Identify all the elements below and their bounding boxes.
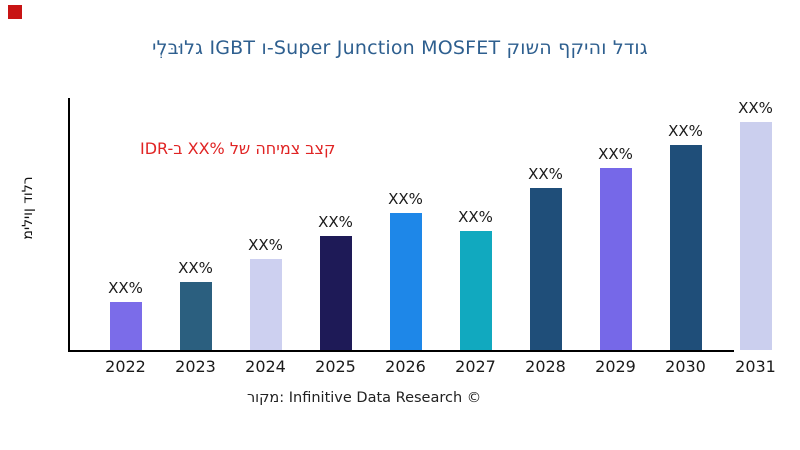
x-tick-label-2027: 2027 (455, 357, 496, 376)
x-tick-label-2030: 2030 (665, 357, 706, 376)
bar-2022 (109, 302, 142, 350)
x-tick-label-2023: 2023 (175, 357, 216, 376)
bar-2029 (599, 168, 632, 350)
bar-value-label-2030: XX% (668, 122, 703, 140)
growth-rate-annotation: IDR-ב XX% לש החימצ בצק (140, 139, 336, 158)
bar-value-label-2031: XX% (738, 99, 773, 117)
bar-value-label-2027: XX% (458, 208, 493, 226)
bar-value-label-2022: XX% (108, 279, 143, 297)
x-tick-label-2022: 2022 (105, 357, 146, 376)
bar-2028 (529, 188, 562, 350)
bar-2027 (459, 231, 492, 350)
bar-2023 (179, 282, 212, 350)
bar-value-label-2023: XX% (178, 259, 213, 277)
bar-value-label-2029: XX% (598, 145, 633, 163)
bar-value-label-2028: XX% (528, 165, 563, 183)
x-tick-label-2025: 2025 (315, 357, 356, 376)
red-corner-mark (8, 5, 22, 19)
bar-2030 (669, 145, 702, 350)
x-tick-label-2026: 2026 (385, 357, 426, 376)
x-tick-label-2031: 2031 (735, 357, 776, 376)
source-attribution: רוקמ: Infinitive Data Research © (247, 390, 482, 406)
bar-value-label-2024: XX% (248, 236, 283, 254)
bar-value-label-2026: XX% (388, 190, 423, 208)
bar-2026 (389, 213, 422, 350)
bar-value-label-2025: XX% (318, 213, 353, 231)
x-tick-label-2024: 2024 (245, 357, 286, 376)
bar-2024 (249, 259, 282, 350)
chart-title: ילְבּוּלג IGBT ו-Super Junction MOSFET ק… (152, 37, 648, 59)
x-tick-label-2029: 2029 (595, 357, 636, 376)
x-tick-label-2028: 2028 (525, 357, 566, 376)
bar-2025 (319, 236, 352, 350)
axis-spines (68, 98, 734, 352)
bar-2031 (739, 122, 772, 350)
y-axis-label: מיליון דולר (20, 176, 36, 240)
